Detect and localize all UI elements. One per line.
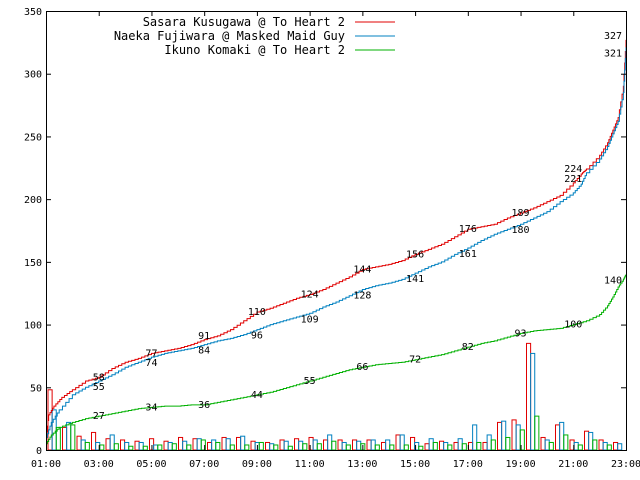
x-tick-label: 01:00 <box>31 459 61 470</box>
point-label: 96 <box>251 331 263 342</box>
y-tick-label: 0 <box>36 446 42 457</box>
plot-frame <box>46 11 627 451</box>
x-tick-label: 19:00 <box>505 459 535 470</box>
y-tick-label: 200 <box>24 195 42 206</box>
point-label: 176 <box>459 224 477 235</box>
point-label: 321 <box>604 48 622 59</box>
point-label: 189 <box>512 208 530 219</box>
point-label: 27 <box>93 411 105 422</box>
point-label: 100 <box>564 320 582 331</box>
point-label: 72 <box>409 355 421 366</box>
y-tick-label: 350 <box>24 7 42 18</box>
x-tick-label: 23:00 <box>611 459 640 470</box>
y-tick-label: 100 <box>24 321 42 332</box>
x-tick-label: 11:00 <box>295 459 325 470</box>
point-label: 84 <box>198 346 210 357</box>
x-tick-label: 17:00 <box>453 459 483 470</box>
x-tick-label: 07:00 <box>189 459 219 470</box>
point-label: 91 <box>198 331 210 342</box>
legend-label: Naeka Fujiwara @ Masked Maid Guy <box>114 29 345 43</box>
point-label: 34 <box>145 402 157 413</box>
series-line <box>46 47 627 438</box>
x-tick-label: 13:00 <box>347 459 377 470</box>
axes: 0 50 100 150 200 250 300 350 01:00 03:00 05:00 07:0… <box>24 7 640 470</box>
point-labels: 58 77 91 110 124 144 156 176 189 224 327 55 74 84 96 10… <box>93 31 622 422</box>
y-tick-label: 300 <box>24 70 42 81</box>
point-label: 161 <box>459 249 477 260</box>
y-tick-label: 50 <box>30 383 42 394</box>
point-label: 36 <box>198 400 210 411</box>
series-line <box>46 39 627 438</box>
y-tick-label: 150 <box>24 258 42 269</box>
point-label: 221 <box>564 174 582 185</box>
y-tick-label: 250 <box>24 132 42 143</box>
point-label: 141 <box>406 274 424 285</box>
point-label: 327 <box>604 31 622 42</box>
x-tick-label: 05:00 <box>136 459 166 470</box>
point-label: 124 <box>301 289 319 300</box>
point-label: 66 <box>356 362 368 373</box>
point-label: 110 <box>248 307 266 318</box>
point-label: 224 <box>564 164 582 175</box>
point-label: 144 <box>353 264 371 275</box>
point-label: 74 <box>145 358 157 369</box>
point-label: 44 <box>251 390 263 401</box>
x-tick-label: 15:00 <box>400 459 430 470</box>
cumulative-lines <box>46 39 627 445</box>
point-label: 128 <box>353 290 371 301</box>
x-tick-label: 09:00 <box>242 459 272 470</box>
x-tick-label: 03:00 <box>84 459 114 470</box>
point-label: 55 <box>304 376 316 387</box>
point-label: 156 <box>406 249 424 260</box>
legend-label: Ikuno Komaki @ To Heart 2 <box>164 43 345 57</box>
point-label: 82 <box>462 342 474 353</box>
point-label: 109 <box>301 314 319 325</box>
series-line <box>46 274 627 445</box>
point-label: 55 <box>93 382 105 393</box>
point-label: 140 <box>604 275 622 286</box>
point-label: 77 <box>145 348 157 359</box>
point-label: 180 <box>512 225 530 236</box>
point-label: 93 <box>515 328 527 339</box>
legend-label: Sasara Kusugawa @ To Heart 2 <box>143 15 345 29</box>
point-label: 58 <box>93 372 105 383</box>
x-tick-label: 21:00 <box>558 459 588 470</box>
